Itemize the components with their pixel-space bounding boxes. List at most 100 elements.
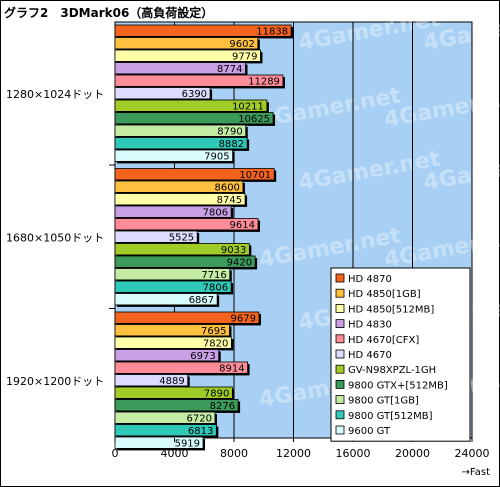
bar	[114, 311, 260, 324]
bar	[114, 255, 256, 268]
bar	[114, 349, 220, 362]
legend-label: HD 4670	[348, 350, 392, 361]
legend-label: HD 4830	[348, 320, 392, 331]
legend-label: GV-N98XPZL-1GH	[348, 365, 436, 376]
legend-swatch	[335, 273, 345, 283]
bar	[114, 49, 261, 62]
legend-swatch	[335, 303, 345, 313]
legend-box	[330, 267, 471, 442]
bar	[114, 62, 246, 75]
bar-value-label: 7806	[203, 207, 228, 218]
legend-swatch	[335, 395, 345, 405]
bar	[114, 230, 198, 243]
bar	[114, 361, 248, 374]
x-tick-label: 12000	[276, 447, 311, 460]
bar	[114, 74, 284, 87]
bar	[114, 205, 232, 218]
legend-swatch	[335, 364, 345, 374]
bar	[114, 436, 204, 449]
bar-value-label: 9420	[227, 257, 252, 268]
x-tick-label: 8000	[220, 447, 248, 460]
bar-value-label: 8914	[219, 363, 244, 374]
legend-label: HD 4870	[348, 274, 392, 285]
legend-swatch	[335, 288, 345, 298]
category-label: 1920×1200ドット	[6, 375, 104, 388]
legend-label: 9600 GT	[348, 426, 391, 437]
bar-value-label: 7905	[204, 151, 229, 162]
bar-value-label: 5919	[175, 438, 200, 449]
bar-value-label: 11289	[248, 76, 280, 87]
legend-label: 9800 GT[512MB]	[348, 411, 433, 422]
bar	[114, 324, 230, 337]
bar-value-label: 6390	[182, 89, 207, 100]
bar	[114, 218, 259, 231]
bar-value-label: 6973	[190, 351, 215, 362]
bar	[114, 24, 292, 37]
bar	[114, 124, 247, 137]
bar-value-label: 6867	[189, 295, 214, 306]
bar-value-label: 6720	[187, 413, 212, 424]
bar	[114, 386, 233, 399]
bar-value-label: 8276	[210, 401, 235, 412]
bar	[114, 87, 211, 100]
bar-value-label: 10211	[232, 101, 264, 112]
bar	[114, 137, 248, 150]
bar-value-label: 4889	[159, 376, 184, 387]
category-label: 1280×1024ドット	[6, 88, 104, 101]
x-tick-label: 16000	[336, 447, 371, 460]
bar	[114, 280, 232, 293]
legend-label: HD 4670[CFX]	[348, 335, 419, 346]
bar-value-label: 9033	[221, 245, 246, 256]
legend-swatch	[335, 379, 345, 389]
bar-value-label: 9779	[232, 51, 257, 62]
legend-label: HD 4850[512MB]	[348, 304, 434, 315]
bar-value-label: 9614	[230, 220, 255, 231]
x-tick-label: 0	[112, 447, 119, 460]
bar-value-label: 8882	[219, 139, 244, 150]
bar-value-label: 7820	[203, 338, 228, 349]
legend-label: 9800 GT[1GB]	[348, 396, 419, 407]
x-tick-label: 20000	[395, 447, 430, 460]
bar	[114, 99, 268, 112]
bar-value-label: 7890	[204, 388, 229, 399]
legend-label: HD 4850[1GB]	[348, 289, 421, 300]
x-axis-label: →Fast	[462, 467, 491, 478]
bar-value-label: 5525	[169, 232, 194, 243]
bar	[114, 180, 244, 193]
bar	[114, 424, 217, 437]
bar-value-label: 7806	[203, 282, 228, 293]
bar-value-label: 10701	[239, 170, 271, 181]
bar-value-label: 7716	[201, 270, 226, 281]
x-tick-label: 4000	[161, 447, 189, 460]
bar	[114, 149, 233, 162]
legend-swatch	[335, 349, 345, 359]
bar-value-label: 9679	[231, 313, 256, 324]
bar	[114, 399, 239, 412]
bar	[114, 293, 218, 306]
legend-swatch	[335, 425, 345, 435]
bar	[114, 37, 259, 50]
bar	[114, 374, 189, 387]
bar-value-label: 10625	[238, 114, 270, 125]
bar	[114, 168, 275, 181]
bar	[114, 112, 274, 125]
bar-value-label: 7695	[201, 326, 226, 337]
bar	[114, 411, 216, 424]
bar-value-label: 8745	[217, 195, 242, 206]
bar-value-label: 8600	[214, 182, 239, 193]
category-label: 1680×1050ドット	[6, 231, 104, 244]
bar-value-label: 8774	[217, 64, 242, 75]
bar	[114, 268, 231, 281]
bar-value-label: 6813	[188, 426, 213, 437]
bar	[114, 336, 232, 349]
legend-swatch	[335, 334, 345, 344]
legend-swatch	[335, 319, 345, 329]
legend-swatch	[335, 410, 345, 420]
legend-label: 9800 GTX+[512MB]	[348, 380, 448, 391]
bar-value-label: 9602	[229, 39, 254, 50]
bar	[114, 193, 246, 206]
x-tick-label: 24000	[455, 447, 490, 460]
chart-title: グラフ2 3DMark06（高負荷設定）	[4, 6, 214, 20]
bar	[114, 243, 250, 256]
